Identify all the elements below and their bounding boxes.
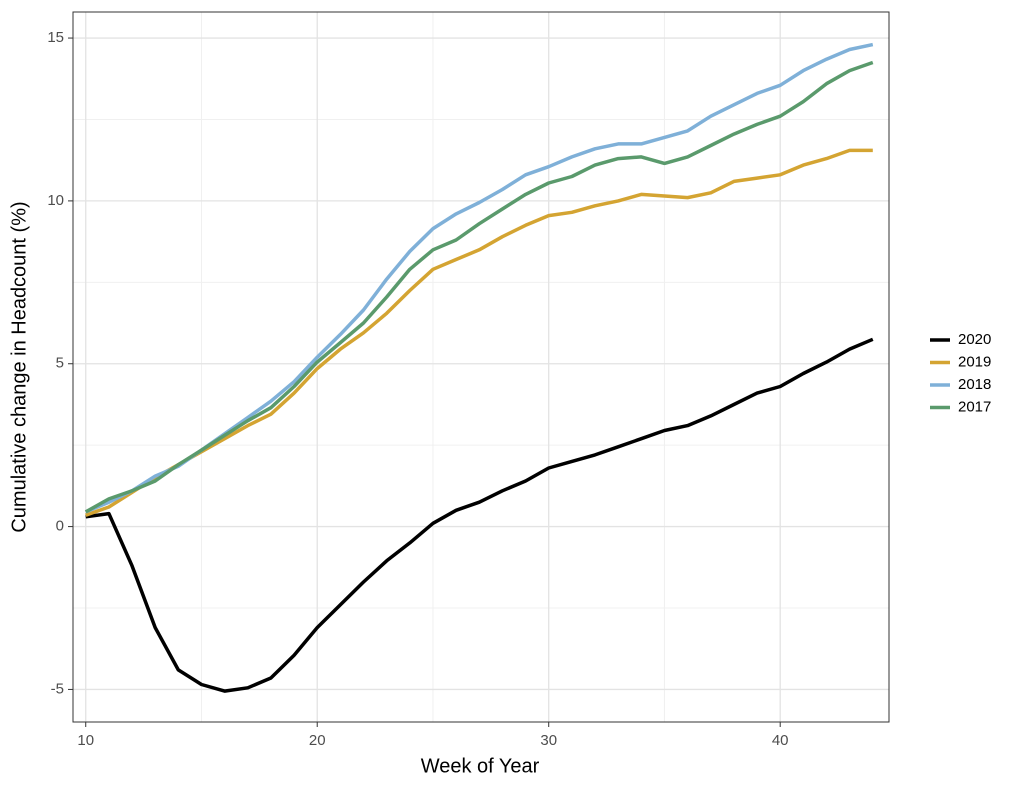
y-tick-label: -5 xyxy=(51,680,64,697)
x-tick-label: 10 xyxy=(77,732,94,749)
y-tick-label: 5 xyxy=(56,355,64,372)
x-tick-label: 30 xyxy=(540,732,557,749)
plot-background xyxy=(73,12,889,722)
y-tick-label: 15 xyxy=(47,29,64,46)
plot-border xyxy=(72,11,890,723)
series-line xyxy=(84,60,874,514)
legend-label: 2018 xyxy=(958,376,991,393)
series-line xyxy=(85,148,873,517)
x-tick-label: 40 xyxy=(772,732,789,749)
legend-label: 2017 xyxy=(958,398,991,415)
y-axis-title: Cumulative change in Headcount (%) xyxy=(8,201,30,532)
y-tick-label: 10 xyxy=(47,192,64,209)
legend-label: 2019 xyxy=(958,353,991,370)
series-line xyxy=(85,337,874,693)
x-tick-label: 20 xyxy=(309,732,326,749)
y-tick-label: 0 xyxy=(56,518,64,535)
x-axis-title: Week of Year xyxy=(421,755,540,777)
legend-label: 2020 xyxy=(958,331,991,348)
